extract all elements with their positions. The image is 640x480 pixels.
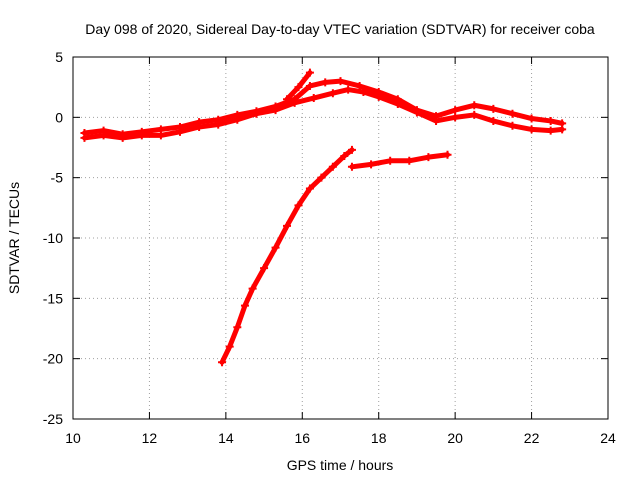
data-point <box>470 110 479 119</box>
data-point <box>386 156 395 165</box>
data-point <box>271 243 280 252</box>
x-tick-label: 22 <box>524 430 540 446</box>
data-point <box>374 92 383 101</box>
data-point <box>347 162 356 171</box>
series-late-track <box>347 150 452 171</box>
data-point <box>546 126 555 135</box>
data-point <box>527 125 536 134</box>
data-point <box>405 156 414 165</box>
data-point <box>527 114 536 123</box>
data-point <box>99 131 108 140</box>
data-point <box>305 81 314 90</box>
y-tick-label: -5 <box>51 170 64 186</box>
data-point <box>294 201 303 210</box>
x-tick-label: 12 <box>142 430 158 446</box>
data-point <box>355 81 364 90</box>
data-point <box>508 109 517 118</box>
data-point <box>283 95 291 104</box>
data-point <box>305 68 314 77</box>
y-tick-label: -15 <box>43 290 63 306</box>
data-point <box>328 162 337 171</box>
data-point <box>233 115 242 124</box>
data-point <box>233 323 242 332</box>
x-tick-label: 10 <box>65 430 81 446</box>
data-point <box>305 184 314 193</box>
x-tick-label: 18 <box>371 430 387 446</box>
data-point <box>248 284 257 293</box>
data-point <box>367 160 376 169</box>
x-axis-label: GPS time / hours <box>287 457 394 473</box>
data-point <box>271 106 280 115</box>
data-point <box>290 98 299 107</box>
data-point <box>252 109 261 118</box>
y-tick-label: -25 <box>43 411 63 427</box>
data-point <box>340 151 349 160</box>
series-track-a <box>80 77 567 139</box>
data-point <box>489 104 498 113</box>
y-axis-label: SDTVAR / TECUs <box>6 182 22 294</box>
data-point <box>195 122 204 131</box>
y-tick-label: 5 <box>55 49 63 65</box>
series-line <box>219 147 355 365</box>
y-tick-label: 0 <box>55 109 63 125</box>
data-point <box>508 121 517 130</box>
data-point <box>432 116 441 125</box>
data-point <box>156 131 165 140</box>
data-point <box>443 150 452 159</box>
data-point <box>558 125 567 134</box>
data-point <box>80 133 89 142</box>
series-short-spike <box>283 68 314 104</box>
x-tick-label: 20 <box>447 430 463 446</box>
axis-ticks: 10 12 14 16 18 20 22 24 -25 -20 -15 -10 -5 0 5 <box>43 49 616 446</box>
data-point <box>424 153 433 162</box>
chart-title: Day 098 of 2020, Sidereal Day-to-day VTE… <box>85 21 595 37</box>
x-tick-label: 16 <box>294 430 310 446</box>
x-tick-label: 14 <box>218 430 234 446</box>
data-point <box>336 77 345 86</box>
data-point <box>118 133 127 142</box>
data-point <box>317 173 326 182</box>
data-point <box>176 127 184 136</box>
data-point <box>218 358 227 367</box>
data-point <box>412 108 421 117</box>
series-track-b <box>80 85 567 142</box>
data-point <box>309 94 318 103</box>
x-tick-label: 24 <box>600 430 616 446</box>
data-point <box>283 221 291 230</box>
series-line <box>81 78 565 137</box>
grid <box>73 57 608 419</box>
data-point <box>489 116 498 125</box>
data-point <box>546 116 555 125</box>
data-point <box>393 100 402 109</box>
data-point <box>214 120 223 129</box>
data-point <box>321 78 330 87</box>
data-point <box>451 106 460 115</box>
y-tick-label: -20 <box>43 351 63 367</box>
data-point <box>347 145 356 154</box>
data-point <box>137 131 146 140</box>
series-line <box>349 152 450 170</box>
data-point <box>240 301 249 310</box>
y-tick-label: -10 <box>43 230 63 246</box>
data-points <box>80 68 567 367</box>
data-point <box>225 342 234 351</box>
data-point <box>328 89 337 98</box>
series-rising-track <box>218 145 356 367</box>
data-point <box>470 101 479 110</box>
data-point <box>260 264 269 273</box>
data-point <box>359 87 368 96</box>
data-point <box>451 113 460 122</box>
data-point <box>294 83 303 92</box>
data-point <box>344 85 353 94</box>
